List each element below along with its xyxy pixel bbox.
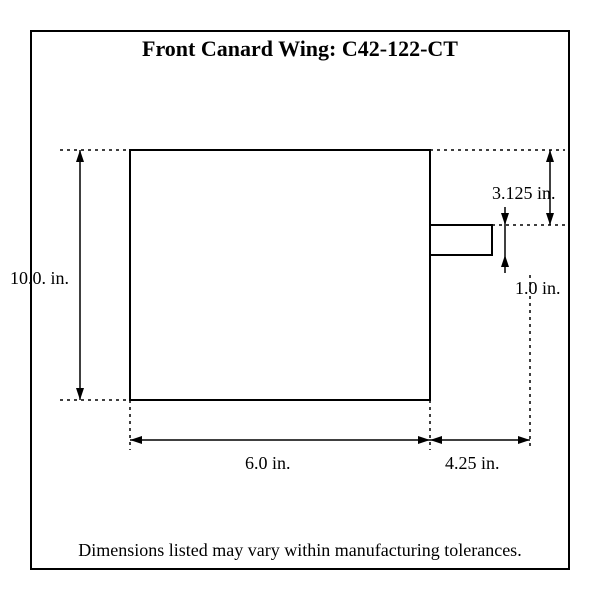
drawing-footnote: Dimensions listed may vary within manufa… bbox=[0, 540, 600, 561]
dim-label-overhang: 4.25 in. bbox=[445, 453, 500, 474]
drawing-canvas: Front Canard Wing: C42-122-CT 10.0. in. … bbox=[0, 0, 600, 600]
dim-label-width: 6.0 in. bbox=[245, 453, 291, 474]
dim-label-height: 10.0. in. bbox=[10, 268, 69, 289]
dim-label-tabheight: 1.0 in. bbox=[515, 278, 561, 299]
dim-label-tabdrop: 3.125 in. bbox=[492, 183, 556, 204]
drawing-svg bbox=[0, 0, 600, 600]
